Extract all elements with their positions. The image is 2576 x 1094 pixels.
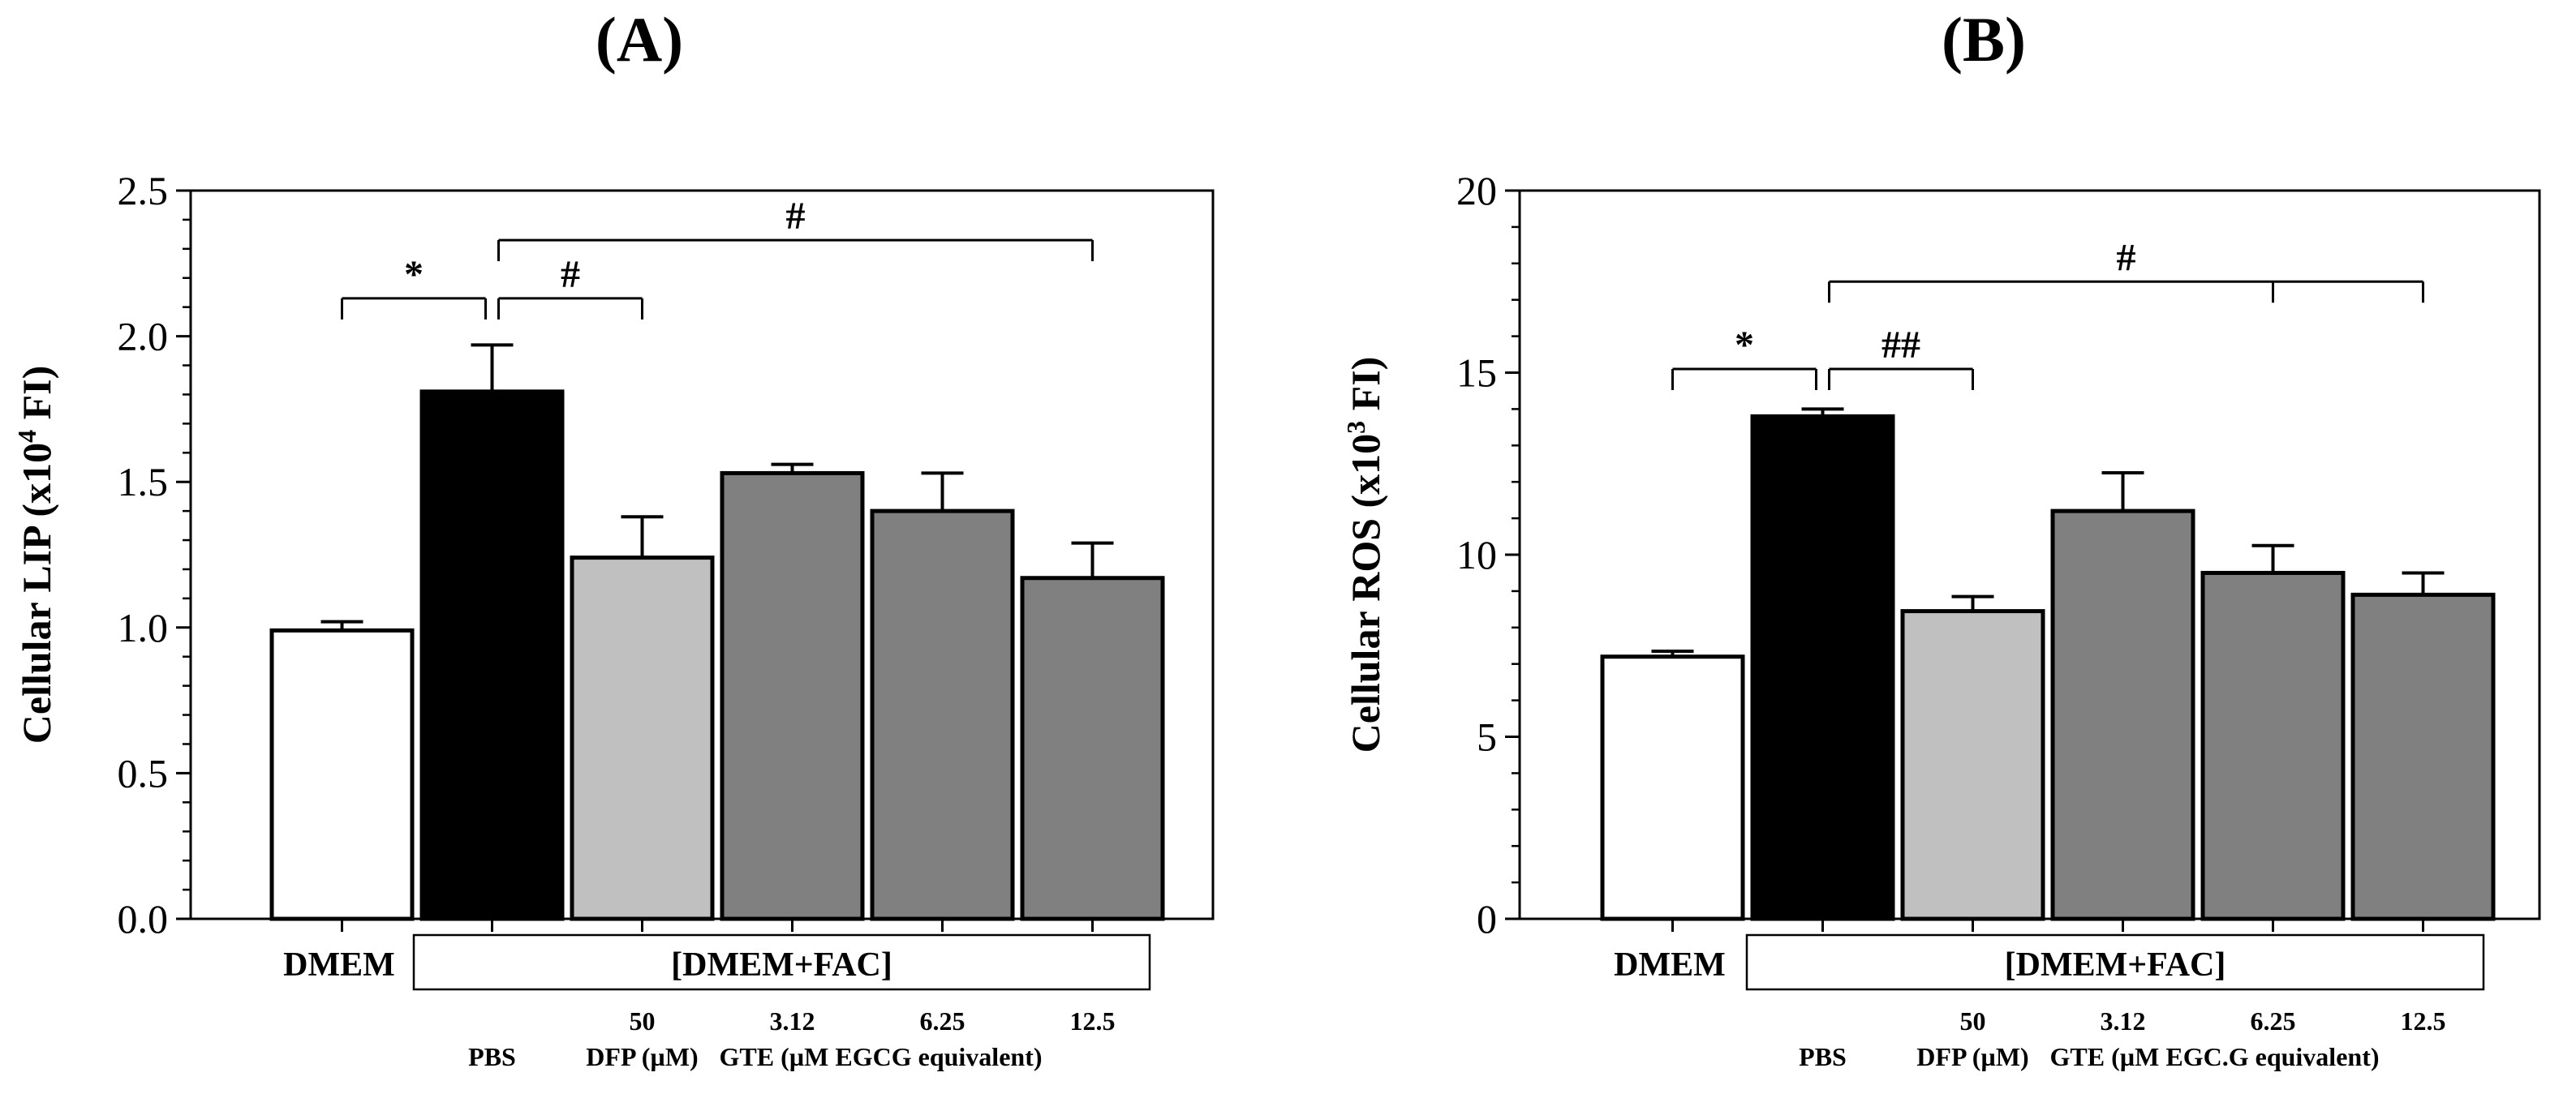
bar bbox=[419, 389, 565, 921]
treatment-group-label: [DMEM+FAC] bbox=[671, 946, 892, 984]
y-tick-label: 1.0 bbox=[118, 605, 169, 650]
bar bbox=[1750, 414, 1895, 921]
y-tick-label: 0.0 bbox=[118, 896, 169, 942]
x-label-dmem: DMEM bbox=[283, 946, 395, 984]
y-axis-label-main: Cellular ROS (x10 bbox=[1343, 434, 1388, 753]
y-tick-label: 2.5 bbox=[118, 168, 169, 213]
panel-label: (B) bbox=[1942, 4, 2026, 75]
y-axis-label-exponent: 4 bbox=[12, 430, 41, 443]
x-label-dfp: DFP (µM) bbox=[586, 1042, 698, 1071]
y-tick-label: 10 bbox=[1456, 532, 1497, 577]
significance-label: # bbox=[2117, 236, 2136, 279]
y-axis-label-main: Cellular LIP (x10 bbox=[14, 443, 59, 744]
treatment-group-label: [DMEM+FAC] bbox=[2005, 946, 2226, 984]
x-label-dfp: DFP (µM) bbox=[1916, 1042, 2028, 1071]
x-label-dfp-concentration: 50 bbox=[1960, 1006, 1986, 1036]
y-tick-label: 20 bbox=[1456, 168, 1497, 213]
x-label-gte-concentration: 12.5 bbox=[2401, 1006, 2446, 1036]
bar bbox=[1600, 654, 1745, 921]
x-label-dfp-concentration: 50 bbox=[630, 1006, 656, 1036]
bar bbox=[1900, 609, 2045, 921]
y-tick-label: 15 bbox=[1456, 350, 1497, 396]
y-tick-label: 0.5 bbox=[118, 750, 169, 796]
x-label-gte: GTE (µM EGCG equivalent) bbox=[720, 1042, 1043, 1071]
significance-label: # bbox=[561, 253, 580, 296]
significance-label: * bbox=[404, 253, 424, 296]
y-axis-label: Cellular LIP (x104 FI) bbox=[12, 366, 59, 744]
x-label-gte: GTE (µM EGC.G equivalent) bbox=[2050, 1042, 2380, 1071]
bar bbox=[570, 556, 715, 921]
y-tick-label: 5 bbox=[1477, 714, 1497, 760]
x-label-gte-concentration: 6.25 bbox=[920, 1006, 965, 1036]
significance-label: # bbox=[786, 195, 806, 238]
bar bbox=[2350, 592, 2496, 921]
y-tick-label: 2.0 bbox=[118, 314, 169, 359]
treatment-group-box bbox=[1745, 933, 2485, 991]
y-tick-label: 1.5 bbox=[118, 459, 169, 504]
bar bbox=[720, 470, 865, 921]
bar bbox=[2050, 508, 2195, 921]
bar bbox=[1020, 576, 1165, 921]
y-axis-label-unit: FI) bbox=[1343, 357, 1388, 421]
y-tick-label: 0 bbox=[1477, 896, 1497, 942]
y-axis-label-unit: FI) bbox=[14, 366, 59, 430]
x-label-gte-concentration: 6.25 bbox=[2251, 1006, 2296, 1036]
x-label-gte-concentration: 3.12 bbox=[770, 1006, 815, 1036]
x-label-dmem: DMEM bbox=[1614, 946, 1726, 984]
y-axis-label: Cellular ROS (x103 FI) bbox=[1341, 357, 1388, 753]
x-label-gte-concentration: 12.5 bbox=[1070, 1006, 1116, 1036]
significance-label: ## bbox=[1881, 324, 1920, 367]
significance-label: * bbox=[1735, 324, 1754, 367]
bar bbox=[269, 628, 415, 921]
y-axis-label-exponent: 3 bbox=[1341, 421, 1370, 434]
x-label-pbs: PBS bbox=[468, 1042, 516, 1071]
panel-label: (A) bbox=[596, 4, 683, 75]
chart-panel-a: (A) 0.0 0.5 1.0 1.5 2.0 2.5 Cellular LIP (x104 … bbox=[12, 4, 1215, 1071]
x-label-gte-concentration: 3.12 bbox=[2101, 1006, 2146, 1036]
bar bbox=[870, 508, 1015, 921]
bar bbox=[2200, 570, 2346, 921]
x-label-pbs: PBS bbox=[1799, 1042, 1847, 1071]
treatment-group-box bbox=[412, 933, 1151, 991]
